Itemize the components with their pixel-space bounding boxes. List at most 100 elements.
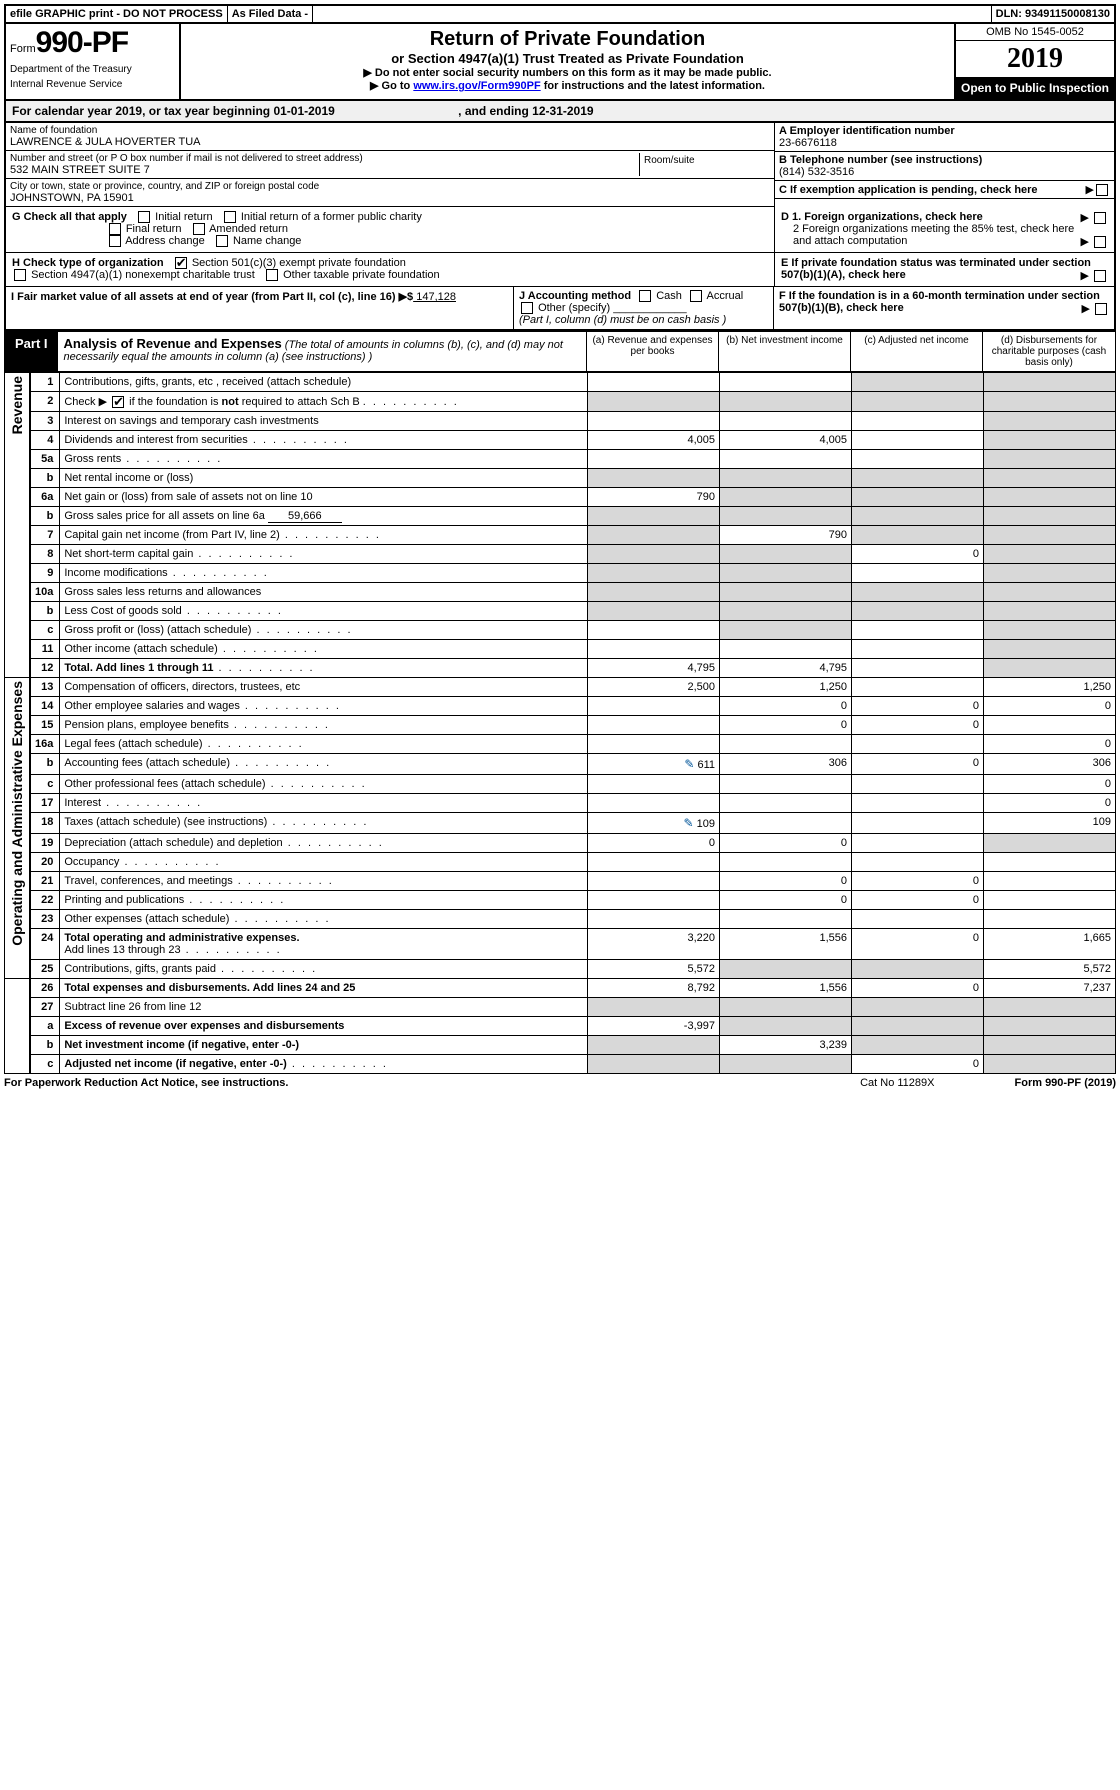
cash-checkbox[interactable] — [639, 290, 651, 302]
accrual-checkbox[interactable] — [690, 290, 702, 302]
form-prefix: Form — [10, 43, 36, 55]
asfiled-label: As Filed Data - — [228, 6, 313, 22]
f-checkbox[interactable] — [1095, 303, 1107, 315]
line-22: Printing and publications — [60, 891, 588, 910]
line-4: Dividends and interest from securities — [60, 431, 588, 450]
line-20: Occupancy — [60, 853, 588, 872]
tax-year: 2019 — [956, 41, 1114, 77]
line-27: Subtract line 26 from line 12 — [60, 998, 588, 1017]
open-inspection: Open to Public Inspection — [956, 77, 1114, 99]
part1-header: Part I Analysis of Revenue and Expenses … — [4, 331, 1116, 372]
form-subtitle: or Section 4947(a)(1) Trust Treated as P… — [185, 51, 950, 66]
street-address: 532 MAIN STREET SUITE 7 — [10, 164, 639, 176]
line-1: Contributions, gifts, grants, etc , rece… — [60, 373, 588, 392]
goto-line: ▶ Go to www.irs.gov/Form990PF for instru… — [185, 79, 950, 92]
line-27a: Excess of revenue over expenses and disb… — [60, 1017, 588, 1036]
irs-link[interactable]: www.irs.gov/Form990PF — [413, 80, 540, 92]
part1-desc: Analysis of Revenue and Expenses (The to… — [58, 332, 587, 371]
expenses-side-label: Operating and Administrative Expenses — [9, 681, 25, 946]
line-16c: Other professional fees (attach schedule… — [60, 775, 588, 794]
line-5a: Gross rents — [60, 450, 588, 469]
line-6a: Net gain or (loss) from sale of assets n… — [60, 488, 588, 507]
line-5b: Net rental income or (loss) — [60, 469, 588, 488]
j-label: J Accounting method — [519, 290, 631, 302]
attachment-icon[interactable]: ✎ — [684, 757, 694, 771]
d2-checkbox[interactable] — [1094, 236, 1106, 248]
efile-bar: efile GRAPHIC print - DO NOT PROCESS As … — [4, 4, 1116, 24]
final-return-checkbox[interactable] — [109, 223, 121, 235]
title-block: Form990-PF Department of the Treasury In… — [4, 24, 1116, 101]
line-15: Pension plans, employee benefits — [60, 716, 588, 735]
h-label: H Check type of organization — [12, 257, 164, 269]
col-c-header: (c) Adjusted net income — [851, 332, 983, 371]
schb-checkbox[interactable] — [112, 396, 124, 408]
501c3-checkbox[interactable] — [175, 257, 187, 269]
e-label: E If private foundation status was termi… — [781, 257, 1091, 281]
line-27b: Net investment income (if negative, ente… — [60, 1036, 588, 1055]
dln: DLN: 93491150008130 — [992, 6, 1114, 22]
line-26: Total expenses and disbursements. Add li… — [60, 979, 588, 998]
title-center: Return of Private Foundation or Section … — [181, 24, 954, 99]
line-19: Depreciation (attach schedule) and deple… — [60, 834, 588, 853]
other-taxable-checkbox[interactable] — [266, 269, 278, 281]
section-ijf: I Fair market value of all assets at end… — [4, 287, 1116, 331]
entity-block: Name of foundation LAWRENCE & JULA HOVER… — [4, 123, 1116, 207]
amended-return-checkbox[interactable] — [193, 223, 205, 235]
f-label: F If the foundation is in a 60-month ter… — [779, 290, 1100, 314]
initial-return-checkbox[interactable] — [138, 211, 150, 223]
d1-label: D 1. Foreign organizations, check here — [781, 211, 983, 223]
line-24: Total operating and administrative expen… — [60, 929, 588, 960]
room-suite-label: Room/suite — [640, 153, 770, 176]
line-10a: Gross sales less returns and allowances — [60, 583, 588, 602]
revenue-side-label: Revenue — [9, 376, 25, 434]
line-14: Other employee salaries and wages — [60, 697, 588, 716]
d1-checkbox[interactable] — [1094, 212, 1106, 224]
line-17: Interest — [60, 794, 588, 813]
line-23: Other expenses (attach schedule) — [60, 910, 588, 929]
ein-label: A Employer identification number — [779, 125, 1110, 137]
line-7: Capital gain net income (from Part IV, l… — [60, 526, 588, 545]
line-12: Total. Add lines 1 through 11 — [60, 659, 588, 678]
line-13: Compensation of officers, directors, tru… — [60, 678, 588, 697]
cat-no: Cat No 11289X — [860, 1077, 934, 1089]
line-10c: Gross profit or (loss) (attach schedule) — [60, 621, 588, 640]
line-3: Interest on savings and temporary cash i… — [60, 412, 588, 431]
address-change-checkbox[interactable] — [109, 235, 121, 247]
line-16a: Legal fees (attach schedule) — [60, 735, 588, 754]
city-label: City or town, state or province, country… — [10, 181, 770, 192]
phone: (814) 532-3516 — [779, 166, 1110, 178]
line-8: Net short-term capital gain — [60, 545, 588, 564]
e-checkbox[interactable] — [1094, 270, 1106, 282]
line-2: Check ▶ if the foundation is not require… — [60, 392, 588, 412]
dept-treasury: Department of the Treasury — [10, 64, 175, 75]
line-27c: Adjusted net income (if negative, enter … — [60, 1055, 588, 1074]
former-charity-checkbox[interactable] — [224, 211, 236, 223]
arrow-icon: ▶ — [1086, 183, 1094, 196]
name-label: Name of foundation — [10, 125, 770, 136]
attachment-icon[interactable]: ✎ — [684, 816, 694, 830]
col-a-header: (a) Revenue and expenses per books — [587, 332, 719, 371]
line-25: Contributions, gifts, grants paid — [60, 960, 588, 979]
other-method-checkbox[interactable] — [521, 302, 533, 314]
address-label: Number and street (or P O box number if … — [10, 153, 639, 164]
name-change-checkbox[interactable] — [216, 235, 228, 247]
efile-label: efile GRAPHIC print - DO NOT PROCESS — [6, 6, 228, 22]
line-10b: Less Cost of goods sold — [60, 602, 588, 621]
line-16b: Accounting fees (attach schedule) — [60, 754, 588, 775]
footer: For Paperwork Reduction Act Notice, see … — [4, 1074, 1116, 1089]
line-21: Travel, conferences, and meetings — [60, 872, 588, 891]
dept-irs: Internal Revenue Service — [10, 79, 175, 90]
foundation-name: LAWRENCE & JULA HOVERTER TUA — [10, 136, 770, 148]
g-label: G Check all that apply — [12, 211, 127, 223]
line-11: Other income (attach schedule) — [60, 640, 588, 659]
4947a1-checkbox[interactable] — [14, 269, 26, 281]
phone-label: B Telephone number (see instructions) — [779, 154, 1110, 166]
ssn-warning: ▶ Do not enter social security numbers o… — [185, 66, 950, 79]
exemption-checkbox[interactable] — [1096, 184, 1108, 196]
d2-label: 2 Foreign organizations meeting the 85% … — [793, 223, 1074, 247]
form-title: Return of Private Foundation — [185, 28, 950, 51]
part1-label: Part I — [5, 332, 58, 371]
exemption-pending-label: C If exemption application is pending, c… — [779, 184, 1086, 196]
line-18: Taxes (attach schedule) (see instruction… — [60, 813, 588, 834]
line-9: Income modifications — [60, 564, 588, 583]
